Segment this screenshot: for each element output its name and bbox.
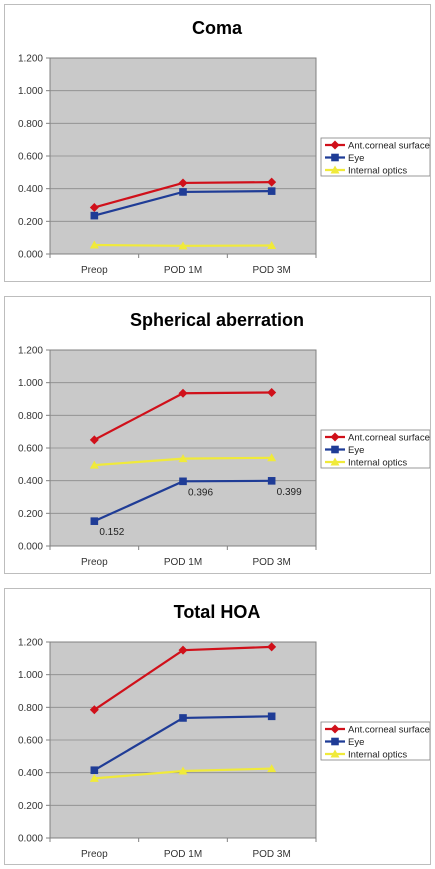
chart-title: Coma — [192, 18, 243, 38]
chart-title: Spherical aberration — [130, 310, 304, 330]
y-tick-label: 0.000 — [18, 834, 43, 845]
y-tick-label: 0.200 — [18, 217, 43, 228]
data-point-s0-1 — [178, 388, 188, 398]
legend-entry: Internal optics — [348, 750, 407, 761]
data-point-s0-0 — [89, 705, 99, 715]
legend-entry: Eye — [348, 737, 364, 748]
chart-panel-spherical-aberration: Spherical aberration 0.000 0.200 0.400 0.600… — [4, 296, 431, 574]
y-tick-label: 1.200 — [18, 638, 43, 649]
data-point-s0-2 — [267, 642, 277, 652]
x-tick-label: POD 3M — [252, 557, 290, 568]
chart-title: Total HOA — [174, 602, 261, 622]
x-tick-label: POD 3M — [252, 265, 290, 276]
legend-entry: Internal optics — [348, 458, 407, 469]
legend-entry: Ant.corneal surface — [348, 433, 430, 444]
chart-coma: Coma 0.000 0.200 0.400 0.600 0.800 1.000 1.200 P… — [18, 18, 430, 276]
data-label: 0.152 — [99, 527, 124, 538]
data-point-s1-0 — [90, 211, 99, 220]
y-tick-label: 1.200 — [18, 346, 43, 357]
legend-swatch-marker — [330, 724, 340, 734]
chart-panel-total-hoa: Total HOA 0.000 0.200 0.400 0.600 0.800 1.000 1… — [4, 588, 431, 865]
y-tick-label: 0.600 — [18, 444, 43, 455]
data-point-s2-2 — [267, 764, 277, 773]
y-tick-label: 0.200 — [18, 509, 43, 520]
chart-spherical-aberration: Spherical aberration 0.000 0.200 0.400 0.600… — [18, 310, 430, 568]
legend-swatch-marker — [330, 457, 340, 466]
x-tick-label: POD 1M — [164, 265, 202, 276]
data-label: 0.396 — [188, 487, 213, 498]
legend-swatch-marker — [330, 432, 340, 442]
data-label: 0.399 — [277, 487, 302, 498]
y-tick-label: 0.800 — [18, 411, 43, 422]
data-point-s1-1 — [179, 714, 187, 722]
y-tick-label: 1.000 — [18, 670, 43, 681]
legend-swatch-marker — [331, 153, 339, 162]
data-point-s0-0 — [89, 435, 99, 445]
data-point-s2-2 — [267, 241, 277, 250]
y-tick-label: 0.200 — [18, 801, 43, 812]
y-tick-label: 1.000 — [18, 86, 43, 97]
legend-swatch-marker — [331, 445, 339, 454]
y-tick-label: 0.600 — [18, 152, 43, 163]
y-tick-label: 0.000 — [18, 250, 43, 261]
legend-swatch-marker — [330, 165, 340, 174]
x-tick-label: POD 1M — [164, 849, 202, 860]
chart-total-hoa: Total HOA 0.000 0.200 0.400 0.600 0.800 1.000 1… — [18, 602, 430, 860]
data-point-s0-1 — [178, 645, 188, 655]
data-point-s1-2 — [267, 477, 276, 485]
legend-swatch-marker — [330, 749, 340, 758]
data-point-s2-0 — [89, 240, 99, 249]
y-tick-label: 0.000 — [18, 542, 43, 553]
data-point-s0-2 — [267, 177, 277, 187]
data-point-s2-0 — [89, 460, 99, 469]
data-point-s2-1 — [178, 454, 188, 463]
data-point-s0-1 — [178, 178, 188, 188]
legend-entry: Eye — [348, 445, 364, 456]
x-tick-label: Preop — [81, 849, 108, 860]
legend-swatch-marker — [330, 140, 340, 150]
data-point-s2-2 — [267, 453, 277, 462]
data-point-s0-0 — [89, 202, 99, 212]
data-point-s0-2 — [267, 387, 277, 397]
legend-entry: Ant.corneal surface — [348, 725, 430, 736]
data-point-s1-2 — [267, 187, 276, 195]
data-point-s2-1 — [178, 241, 188, 250]
data-point-s1-0 — [90, 766, 99, 775]
data-point-s1-1 — [179, 188, 187, 196]
legend-entry: Internal optics — [348, 166, 407, 177]
data-point-s1-2 — [267, 712, 276, 721]
y-tick-label: 1.200 — [18, 54, 43, 65]
x-tick-label: POD 3M — [252, 849, 290, 860]
y-tick-label: 1.000 — [18, 378, 43, 389]
x-tick-label: Preop — [81, 557, 108, 568]
data-point-s2-0 — [89, 773, 99, 782]
x-tick-label: POD 1M — [164, 557, 202, 568]
chart-panel-coma: Coma 0.000 0.200 0.400 0.600 0.800 1.000 1.200 P… — [4, 4, 431, 282]
data-point-s1-1 — [179, 477, 187, 486]
y-tick-label: 0.800 — [18, 703, 43, 714]
y-tick-label: 0.400 — [18, 184, 43, 195]
legend-entry: Ant.corneal surface — [348, 141, 430, 152]
y-tick-label: 0.400 — [18, 476, 43, 487]
data-point-s1-0 — [90, 517, 99, 525]
y-tick-label: 0.400 — [18, 768, 43, 779]
legend-swatch-marker — [331, 737, 339, 746]
x-tick-label: Preop — [81, 265, 108, 276]
legend-entry: Eye — [348, 153, 364, 164]
data-point-s2-1 — [178, 766, 188, 775]
y-tick-label: 0.800 — [18, 119, 43, 130]
y-tick-label: 0.600 — [18, 736, 43, 747]
